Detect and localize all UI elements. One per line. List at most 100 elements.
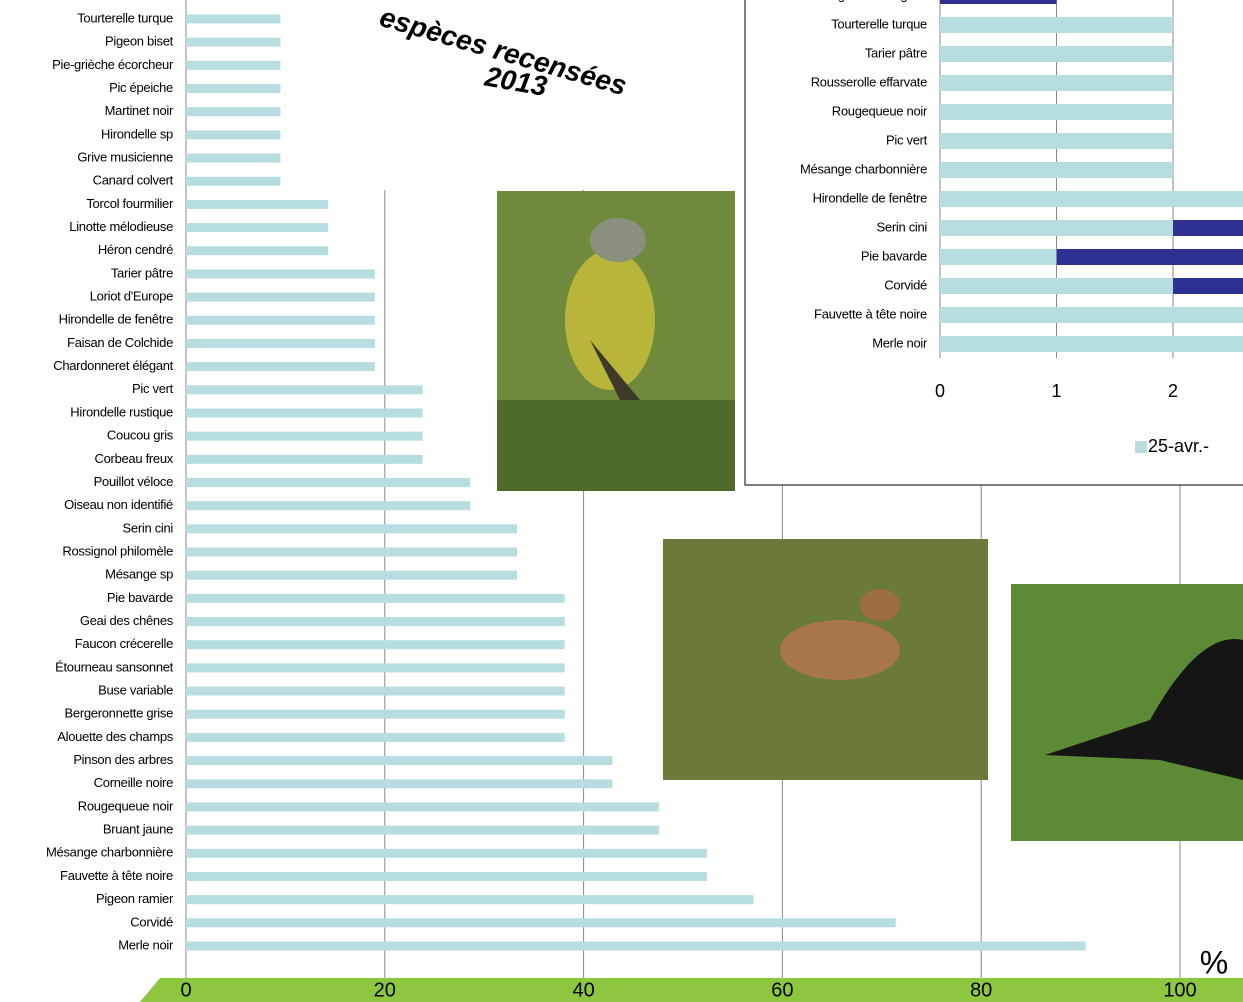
bar: [186, 269, 375, 279]
legend-swatch: [1135, 441, 1147, 453]
y-tick-label: Hirondelle rustique: [70, 404, 173, 419]
bar: [186, 941, 1086, 951]
bar: [186, 570, 518, 580]
axis-band: [140, 978, 1243, 1002]
bar: [940, 336, 1243, 352]
y-tick-label: Coucou gris: [107, 428, 174, 443]
x-tick-label: 40: [572, 979, 594, 1001]
bar: [186, 338, 375, 348]
bar: [186, 501, 471, 511]
y-tick-label: Buse variable: [98, 683, 173, 698]
y-tick-label: Pigeon ramier: [96, 891, 174, 906]
y-tick-label: Pie bavarde: [861, 248, 927, 263]
bar: [940, 191, 1243, 207]
y-tick-label: Étourneau sansonnet: [55, 659, 174, 674]
bar: [186, 292, 375, 302]
bar: [940, 46, 1173, 62]
y-tick-label: Hirondelle sp: [101, 126, 173, 141]
bar: [940, 307, 1243, 323]
bar: [186, 153, 281, 163]
bar: [186, 663, 565, 673]
y-tick-label: Loriot d'Europe: [90, 289, 173, 304]
bar: [186, 709, 565, 719]
y-tick-label: Alouette des champs: [57, 729, 174, 744]
y-tick-label: Rousserolle effarvate: [811, 74, 927, 89]
y-tick-label: Pinson des arbres: [73, 752, 173, 767]
bar: [186, 246, 329, 256]
y-tick-label: Linotte mélodieuse: [69, 219, 173, 234]
bar: [940, 104, 1173, 120]
x-tick-label: 20: [374, 979, 396, 1001]
bar: [186, 362, 375, 372]
bar: [186, 848, 707, 858]
y-tick-label: Pouillot véloce: [94, 474, 173, 489]
bar: [186, 130, 281, 140]
photo-wagtail: [497, 191, 735, 491]
bar: [186, 408, 423, 418]
y-tick-label: Mésange charbonnière: [46, 845, 173, 860]
bar: [940, 220, 1173, 236]
bar: [186, 617, 565, 627]
y-tick-label: Geai des chênes: [80, 613, 174, 628]
bar: [186, 478, 471, 487]
bar: [1056, 249, 1243, 265]
main-chart: Tourterelle turque Pigeon biset Pie-grièch…: [46, 0, 1181, 978]
bar: [186, 14, 281, 24]
y-tick-label: Faucon crécerelle: [75, 636, 173, 651]
y-tick-label: Grive musicienne: [77, 149, 173, 164]
y-tick-label: Serin cini: [877, 219, 928, 234]
y-tick-label: Pic vert: [886, 132, 928, 147]
x-axis: 0 20 40 60 80 100: [180, 979, 1196, 1001]
inset-chart: 0 1 2 Bergeronnette grise Tourterelle turque…: [800, 0, 1243, 456]
y-tick-label: Pic épeiche: [109, 80, 173, 95]
photo-lark: [663, 539, 988, 780]
x-tick-label: 2: [1168, 381, 1178, 401]
y-tick-label: Corneille noire: [94, 775, 173, 790]
y-tick-label: Hirondelle de fenêtre: [813, 190, 927, 205]
bar: [186, 802, 660, 812]
bar: [186, 60, 281, 70]
y-tick-label: Corvidé: [884, 277, 927, 292]
bar: [186, 640, 565, 650]
bar: [186, 454, 423, 464]
y-tick-label: Bergeronnette grise: [819, 0, 928, 2]
y-tick-label: Tarier pâtre: [111, 265, 173, 280]
photo-blackbird: [1011, 584, 1243, 841]
y-tick-label: Faisan de Colchide: [67, 335, 173, 350]
bar: [186, 547, 518, 557]
y-tick-label: Héron cendré: [98, 242, 173, 257]
bar: [186, 223, 329, 233]
x-tick-label: 0: [180, 979, 191, 1001]
bar: [186, 756, 613, 766]
bar: [186, 176, 281, 186]
y-tick-label: Tourterelle turque: [77, 10, 173, 25]
y-tick-label: Mésange sp: [105, 567, 173, 582]
bar: [186, 37, 281, 47]
bar: [186, 107, 281, 117]
x-tick-label: 100: [1163, 979, 1196, 1001]
bar: [940, 249, 1057, 265]
y-tick-label: Pie-grièche écorcheur: [52, 57, 174, 72]
y-tick-label: Mésange charbonnière: [800, 161, 927, 176]
y-tick-label: Fauvette à tête noire: [814, 306, 927, 321]
legend-label: 25-avr.-: [1148, 436, 1209, 456]
bar: [940, 278, 1173, 294]
x-axis-unit: %: [1200, 944, 1228, 980]
y-tick-label: Rossignol philomèle: [62, 543, 173, 558]
bar: [186, 825, 660, 835]
bar: [940, 162, 1173, 178]
bar: [186, 315, 375, 325]
bar: [186, 686, 565, 696]
y-tick-label: Corvidé: [130, 914, 173, 929]
y-tick-label: Martinet noir: [105, 103, 174, 118]
y-tick-label: Pigeon biset: [105, 34, 174, 49]
y-tick-label: Canard colvert: [93, 173, 174, 188]
bar: [186, 593, 565, 603]
title-bubble: [330, 0, 745, 205]
bar: [186, 918, 896, 928]
x-tick-label: 0: [935, 381, 945, 401]
bar: [1173, 278, 1243, 294]
inset-frame: [744, 0, 1243, 486]
y-tick-label: Tarier pâtre: [865, 45, 927, 60]
